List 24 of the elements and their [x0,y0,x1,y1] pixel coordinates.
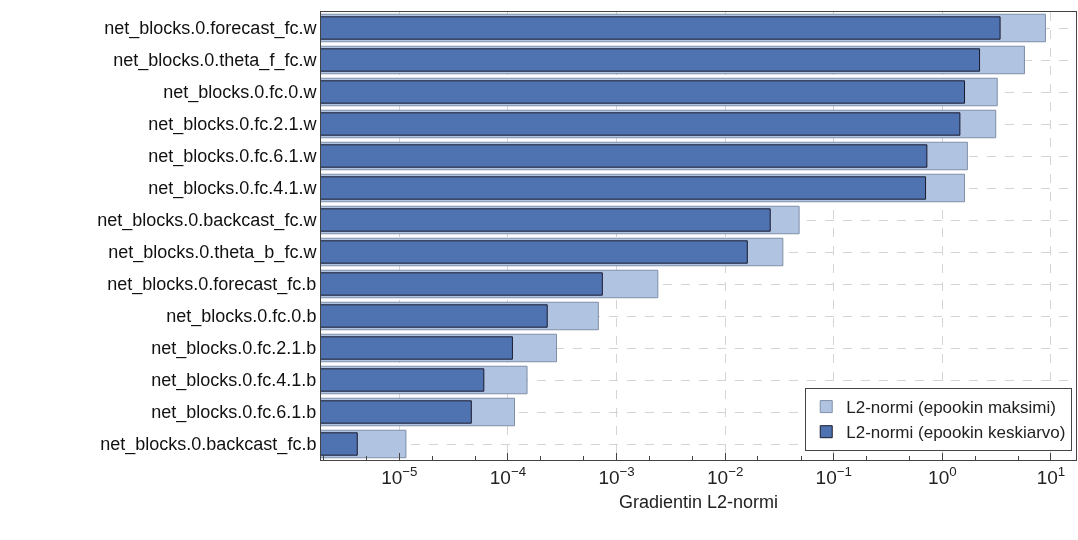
y-tick-label: net_blocks.0.fc.6.1.w [148,146,318,168]
y-tick-label: net_blocks.0.forecast_fc.b [107,274,317,296]
x-tick-label: 10$^{−3}$ [598,463,635,488]
legend-label: L2-normi (epookin keskiarvo) [846,423,1066,443]
y-tick-label: net_blocks.0.backcast_fc.w [97,210,318,232]
x-tick-label: 10$^{−5}$ [381,463,418,488]
y-tick-label: net_blocks.0.forecast_fc.w [104,18,318,40]
x-axis-title: Gradientin L2-normi [618,491,779,512]
x-tick-label: 10$^{−4}$ [489,463,527,488]
y-tick-label: net_blocks.0.fc.2.1.b [151,338,317,360]
y-tick-label: net_blocks.0.theta_f_fc.w [113,50,318,72]
y-tick-label: net_blocks.0.fc.2.1.w [148,114,318,136]
y-tick-label: net_blocks.0.fc.0.b [166,306,317,328]
y-tick-label: net_blocks.0.fc.4.1.w [148,178,318,200]
x-tick-label: 10$^{1}$ [1036,463,1066,488]
x-tick-label: 10$^{−2}$ [706,463,744,488]
y-tick-label: net_blocks.0.fc.0.w [163,82,318,104]
x-tick-label: 10$^{−1}$ [815,463,852,488]
y-tick-label: net_blocks.0.fc.4.1.b [151,370,317,392]
y-tick-label: net_blocks.0.theta_b_fc.w [108,242,318,264]
legend-label: L2-normi (epookin maksimi) [846,398,1056,418]
y-tick-label: net_blocks.0.fc.6.1.b [151,402,317,424]
y-tick-label: net_blocks.0.backcast_fc.b [100,434,317,456]
x-tick-label: 10$^{0}$ [928,463,957,488]
